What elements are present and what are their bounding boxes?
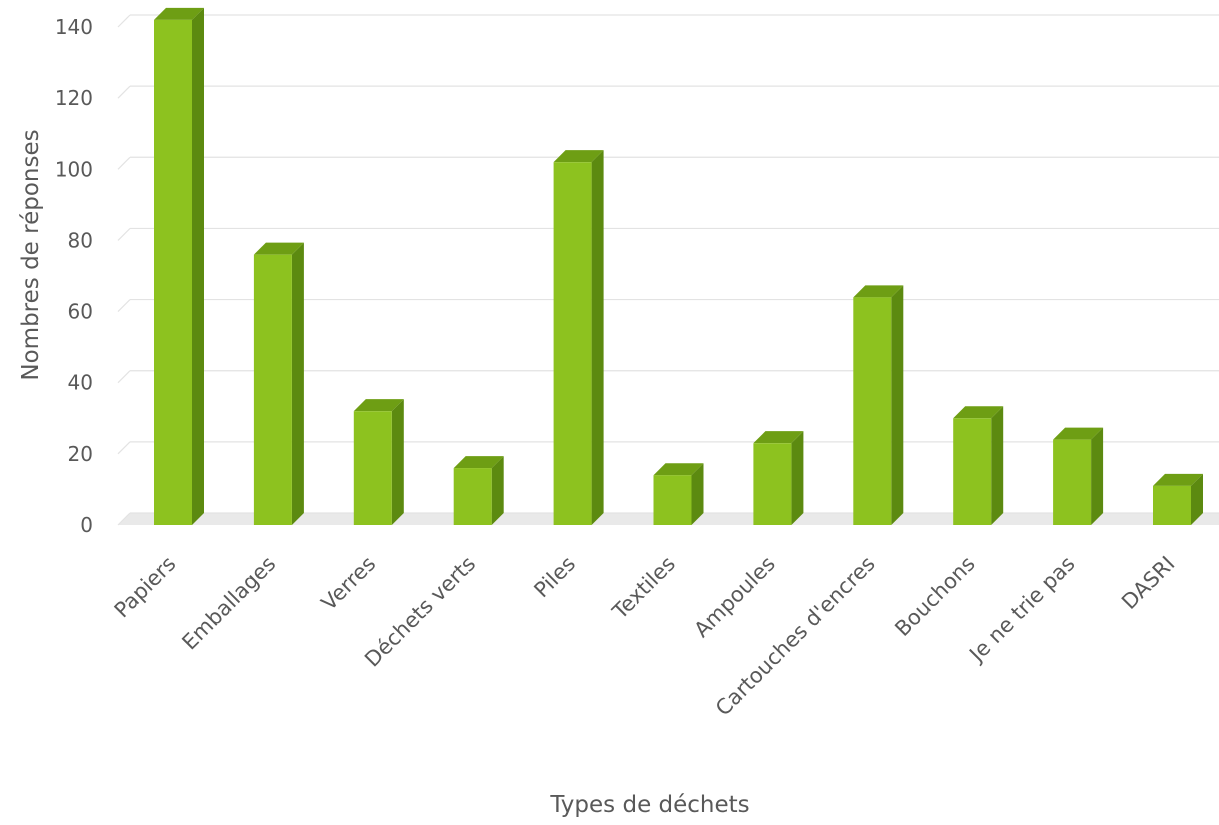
bar — [653, 463, 704, 525]
bar-front — [253, 254, 292, 525]
bar-front — [1153, 485, 1191, 525]
gridline-depth — [117, 228, 131, 241]
bar-side — [291, 242, 304, 525]
y-tick-label: 60 — [68, 300, 93, 324]
y-tick-label: 40 — [68, 371, 93, 395]
bar — [253, 242, 304, 525]
bar-side — [391, 399, 404, 525]
bar-top — [953, 406, 1004, 419]
bar-top — [453, 456, 504, 469]
gridline-depth — [117, 85, 131, 99]
gridline-depth — [117, 370, 131, 384]
bar — [1153, 473, 1203, 525]
bar-top — [353, 399, 404, 412]
bar-top — [753, 431, 804, 444]
x-category-label: Textiles — [607, 552, 680, 625]
y-tick-label: 120 — [55, 86, 93, 110]
bar-front — [1053, 439, 1092, 525]
gridline-depth — [117, 512, 131, 526]
bar-top — [154, 7, 204, 20]
bar-front — [953, 418, 992, 525]
y-axis-ticks: 0 20 40 60 80 100 120 140 — [55, 15, 93, 537]
bar-side — [691, 463, 704, 525]
bar-top — [653, 463, 704, 476]
x-category-label: Piles — [529, 552, 580, 603]
bar-front — [653, 475, 692, 525]
bar-front — [154, 19, 192, 526]
bar-front — [853, 297, 892, 525]
bar-top — [853, 285, 904, 298]
gridline-depth — [117, 14, 131, 28]
bar-side — [991, 406, 1004, 525]
bar — [353, 399, 404, 525]
y-axis-title: Nombres de réponses — [18, 129, 44, 380]
bar-front — [553, 162, 592, 525]
bar-side — [791, 431, 804, 525]
gridline-depth — [117, 441, 131, 455]
bar-side — [491, 456, 504, 525]
bar-side — [1091, 427, 1104, 525]
bar-top — [1153, 473, 1203, 486]
y-tick-label: 80 — [68, 228, 93, 252]
bar-top — [1053, 427, 1104, 440]
bar-front — [753, 443, 792, 525]
bar-side — [891, 285, 904, 525]
x-category-label: DASRI — [1117, 552, 1179, 614]
x-category-label: Ampoules — [689, 552, 780, 643]
x-category-label: Je ne trie pas — [964, 552, 1080, 668]
gridline-depth — [117, 299, 131, 312]
bar-front — [453, 468, 492, 525]
bar-top — [253, 242, 304, 255]
bar — [953, 406, 1004, 525]
y-tick-label: 140 — [55, 15, 93, 39]
y-tick-label: 0 — [80, 513, 93, 537]
gridline-depth — [117, 156, 131, 170]
bar — [853, 285, 904, 525]
bar-side — [1191, 473, 1203, 525]
y-tick-label: 100 — [55, 157, 93, 181]
x-axis-title: Types de déchets — [549, 792, 749, 818]
bars — [154, 7, 1203, 526]
bar-front — [353, 411, 392, 525]
bar — [753, 431, 804, 525]
bar-side — [591, 150, 604, 525]
bar — [154, 7, 204, 526]
bar — [553, 150, 604, 525]
x-category-label: Verres — [317, 552, 381, 616]
bar-top — [553, 150, 604, 163]
x-category-label: Papiers — [110, 552, 181, 623]
x-category-label: Bouchons — [890, 552, 979, 641]
x-category-label: Emballages — [177, 552, 280, 655]
bar — [1053, 427, 1104, 525]
bar — [453, 456, 504, 525]
bar-side — [192, 7, 204, 525]
y-tick-label: 20 — [68, 442, 93, 466]
